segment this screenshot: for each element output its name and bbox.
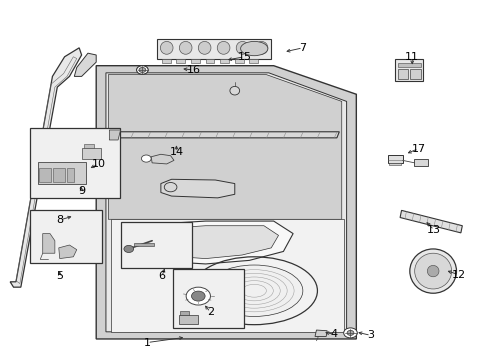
Bar	[220, 59, 228, 63]
Bar	[162, 59, 170, 63]
Text: 2: 2	[206, 307, 214, 317]
Text: 13: 13	[426, 225, 440, 235]
Bar	[388, 163, 400, 165]
Ellipse shape	[427, 265, 438, 277]
Polygon shape	[10, 48, 81, 287]
Bar	[53, 168, 65, 182]
Bar	[172, 269, 244, 328]
Text: 3: 3	[366, 330, 374, 341]
Ellipse shape	[346, 330, 353, 336]
Text: 11: 11	[405, 52, 418, 62]
Bar	[38, 162, 86, 184]
Text: 10: 10	[91, 159, 105, 169]
Bar	[413, 159, 427, 166]
Polygon shape	[59, 245, 77, 258]
Polygon shape	[314, 330, 326, 337]
Ellipse shape	[240, 41, 267, 56]
Polygon shape	[132, 221, 292, 264]
Bar	[234, 59, 243, 63]
Polygon shape	[42, 234, 55, 253]
Polygon shape	[161, 179, 234, 198]
Bar	[205, 59, 214, 63]
Ellipse shape	[139, 67, 145, 72]
Bar	[133, 243, 154, 246]
Bar	[180, 311, 189, 315]
Bar	[179, 315, 198, 324]
Bar	[191, 59, 200, 63]
Ellipse shape	[160, 41, 173, 54]
Bar	[84, 144, 94, 148]
Text: 6: 6	[158, 271, 165, 282]
Text: 9: 9	[78, 186, 85, 197]
Text: 12: 12	[450, 270, 465, 280]
Bar	[176, 59, 185, 63]
Polygon shape	[108, 75, 341, 219]
Bar	[30, 128, 119, 198]
Ellipse shape	[255, 41, 267, 54]
Bar	[30, 210, 102, 263]
Bar	[387, 155, 402, 163]
Ellipse shape	[205, 265, 302, 316]
Ellipse shape	[198, 41, 210, 54]
Ellipse shape	[414, 253, 451, 289]
Text: 1: 1	[143, 338, 150, 347]
Polygon shape	[111, 219, 344, 332]
Bar	[409, 68, 420, 79]
Text: 14: 14	[169, 147, 183, 157]
Text: 8: 8	[56, 215, 63, 225]
Ellipse shape	[343, 328, 357, 338]
Text: 16: 16	[186, 65, 200, 75]
Bar	[66, 168, 74, 182]
Ellipse shape	[141, 155, 151, 162]
Text: 4: 4	[330, 329, 337, 339]
Bar	[394, 59, 423, 81]
Bar	[120, 222, 192, 267]
Ellipse shape	[229, 86, 239, 95]
Ellipse shape	[136, 66, 148, 74]
Bar	[249, 59, 258, 63]
Ellipse shape	[409, 249, 456, 293]
Polygon shape	[74, 53, 96, 76]
Text: 7: 7	[299, 43, 306, 53]
Ellipse shape	[179, 41, 192, 54]
Ellipse shape	[236, 41, 248, 54]
Ellipse shape	[123, 246, 133, 252]
Polygon shape	[96, 66, 356, 339]
Ellipse shape	[217, 41, 229, 54]
Text: 17: 17	[411, 144, 425, 154]
Text: 15: 15	[237, 52, 251, 62]
Polygon shape	[142, 226, 278, 258]
Polygon shape	[399, 210, 461, 233]
Text: 5: 5	[56, 271, 63, 282]
Bar	[397, 63, 420, 67]
Ellipse shape	[186, 287, 210, 305]
Polygon shape	[109, 130, 120, 140]
Bar	[39, 168, 51, 182]
Bar	[397, 68, 407, 79]
Polygon shape	[111, 132, 339, 138]
Ellipse shape	[191, 291, 204, 301]
Polygon shape	[157, 39, 271, 59]
Bar	[81, 148, 101, 158]
Polygon shape	[106, 73, 346, 332]
